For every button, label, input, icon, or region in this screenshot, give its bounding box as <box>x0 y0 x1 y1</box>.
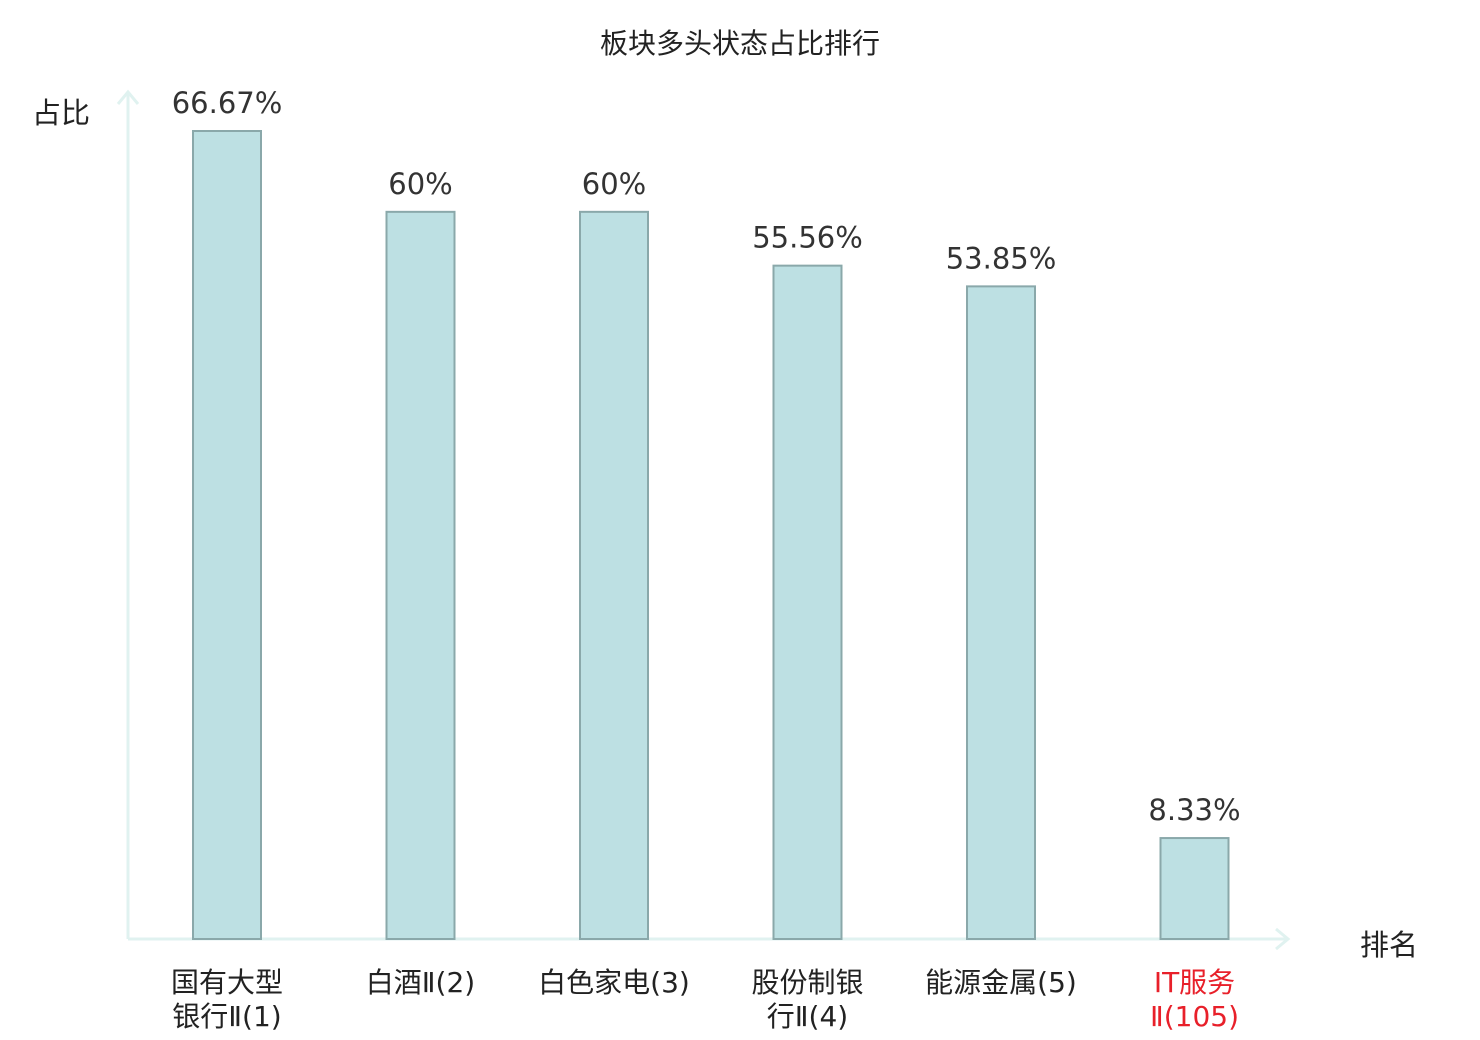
bar <box>772 264 843 940</box>
y-axis-label: 占比 <box>32 96 91 130</box>
bar <box>385 210 456 940</box>
category-label: 能源金属(5) <box>925 966 1077 999</box>
bar <box>579 210 649 940</box>
value-label: 55.56% <box>752 221 863 255</box>
value-label: 60% <box>582 167 646 201</box>
category-label: 白酒Ⅱ(2) <box>365 966 476 999</box>
value-labels: 66.67% 60% 60% 55.56% 53.85% 8.33% <box>172 86 1241 827</box>
y-axis-arrow <box>116 89 140 105</box>
value-label: 66.67% <box>172 86 283 120</box>
value-label: 53.85% <box>946 241 1057 275</box>
bars <box>192 130 1230 941</box>
category-label: 白色家电(3) <box>538 966 690 999</box>
chart-title: 板块多头状态占比排行 <box>599 27 880 60</box>
category-label: IT服务 Ⅱ(105) <box>1149 966 1240 1033</box>
x-axis-label: 排名 <box>1360 928 1419 962</box>
value-label: 8.33% <box>1148 793 1240 827</box>
bar <box>192 130 262 940</box>
category-label: 股份制银 行Ⅱ(4) <box>751 966 864 1033</box>
x-axis-arrow <box>1275 927 1291 951</box>
category-label: 国有大型 银行Ⅱ(1) <box>170 966 283 1033</box>
bar <box>1159 837 1230 941</box>
axes <box>116 89 1291 951</box>
bar <box>966 285 1036 941</box>
value-label: 60% <box>388 167 452 201</box>
